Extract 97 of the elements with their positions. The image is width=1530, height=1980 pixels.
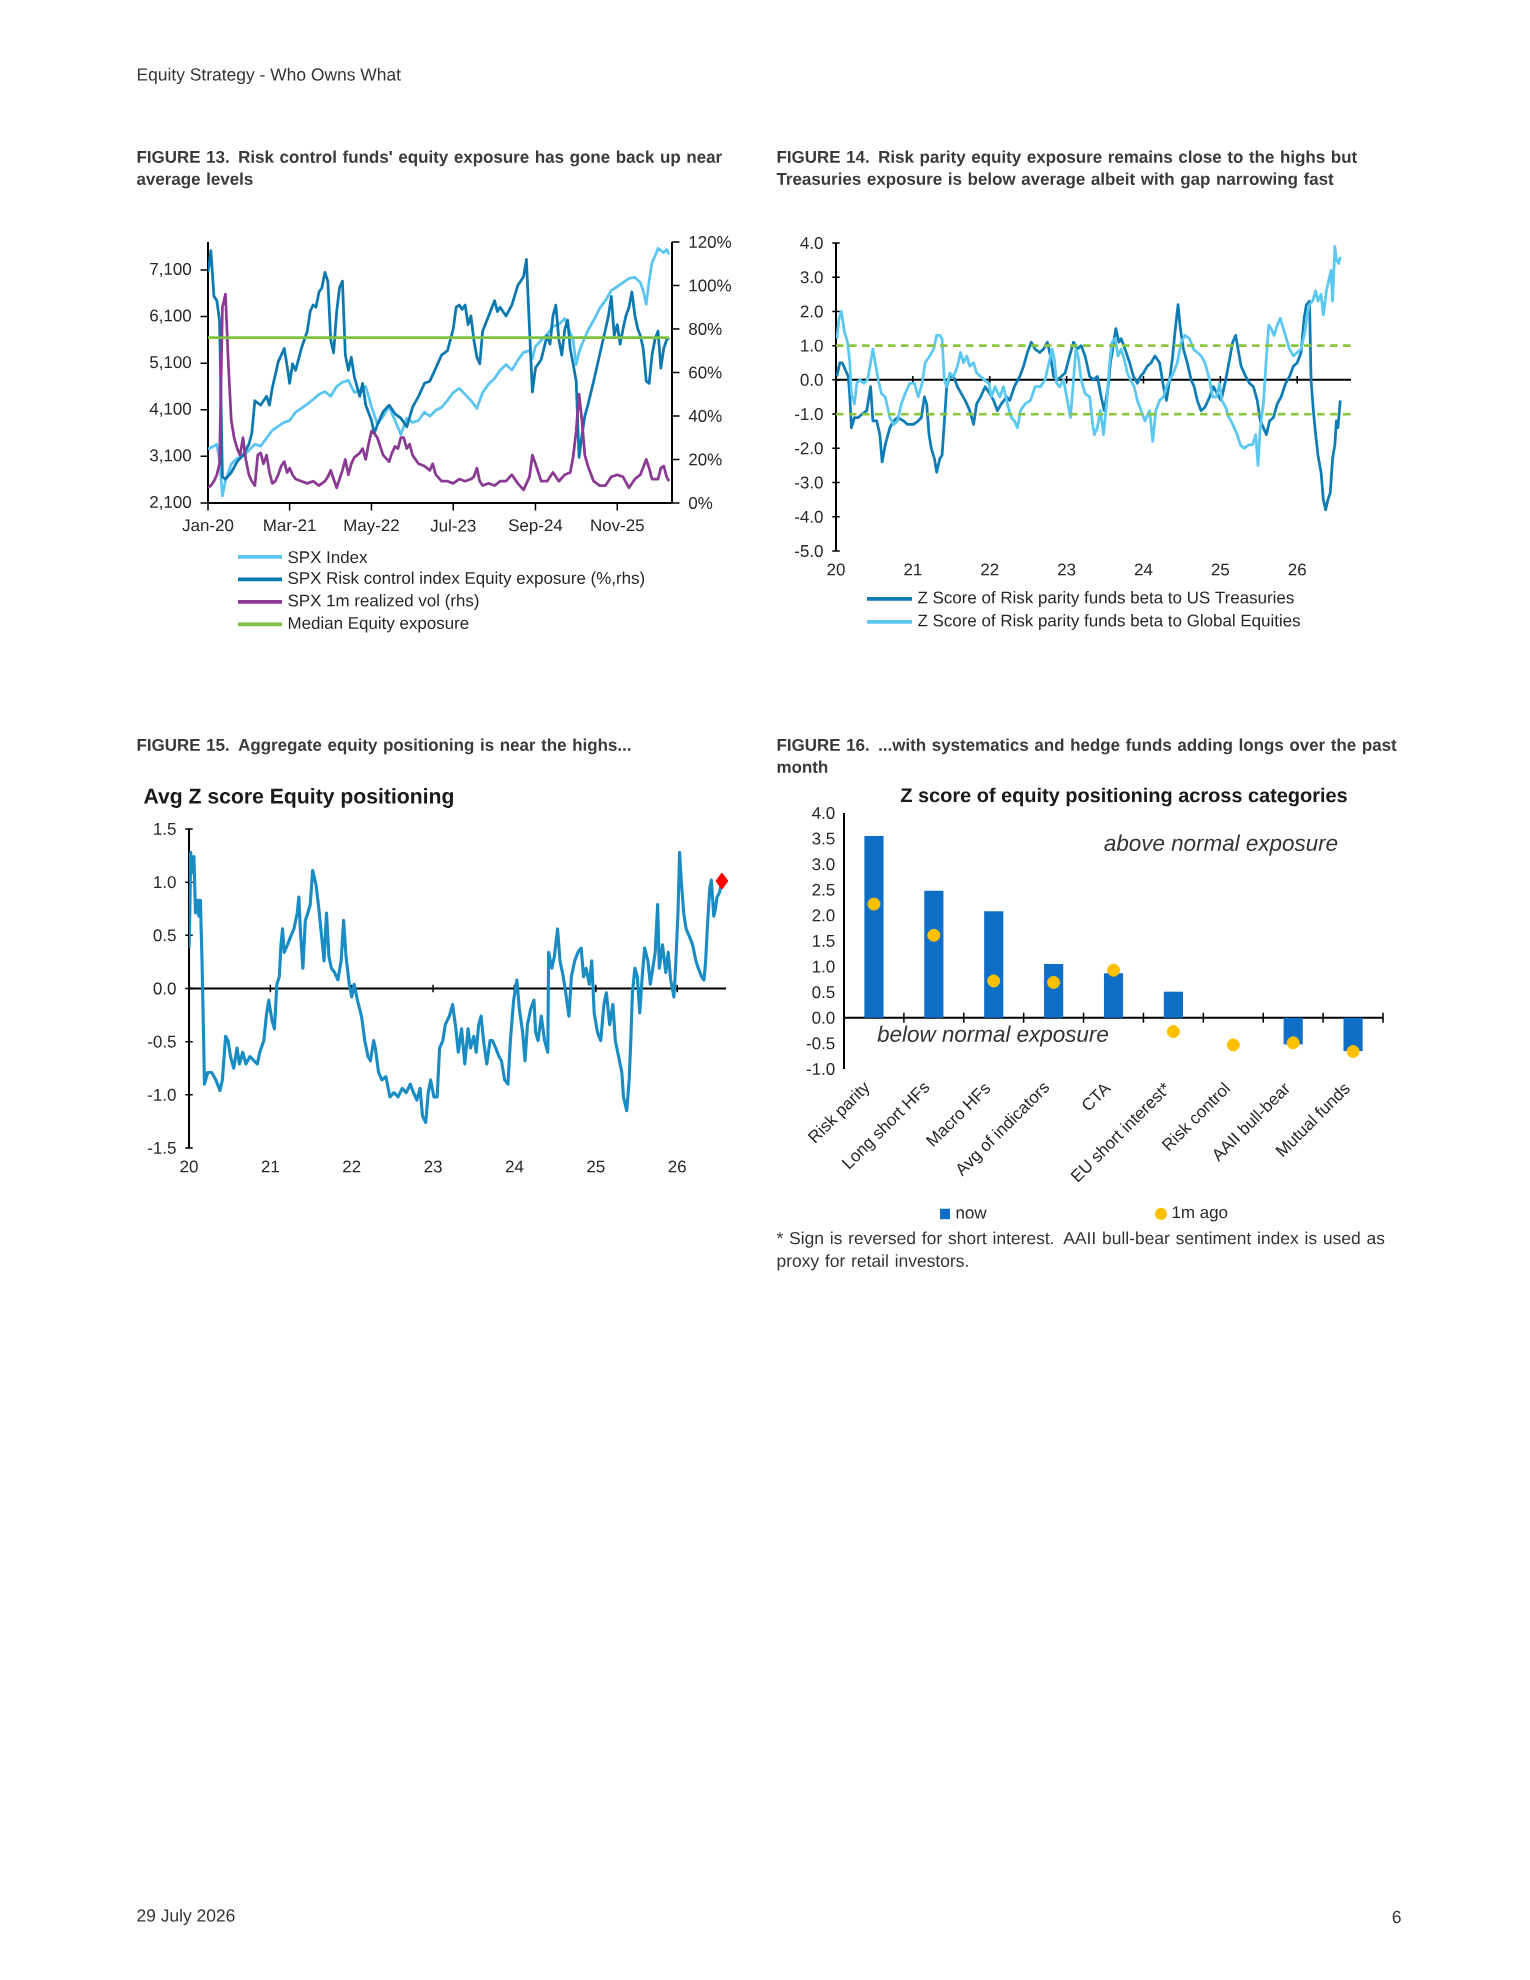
y-tick-label: -2.0 xyxy=(795,442,823,455)
x-tick-label: 21 xyxy=(261,1160,279,1173)
x-tick-label: Jul-23 xyxy=(430,519,476,532)
y-tick-label: -0.5 xyxy=(806,1037,835,1050)
x-tick-label: 26 xyxy=(1288,563,1306,576)
bar xyxy=(864,836,884,1018)
x-tick-label: Mar-21 xyxy=(264,519,316,532)
chart-subtitle: Z score of equity positioning across categories xyxy=(900,787,1347,807)
point xyxy=(1047,975,1061,989)
y2-tick-label: 0% xyxy=(688,496,713,509)
legend-label: now xyxy=(956,1209,987,1219)
y2-tick-label: 40% xyxy=(688,409,722,422)
y-tick-label: 1.5 xyxy=(812,935,835,947)
text: 6 xyxy=(1392,1910,1401,1924)
point xyxy=(1107,963,1121,977)
bar xyxy=(984,911,1004,1018)
x-tick-label: 25 xyxy=(587,1160,605,1173)
y-tick-label: -5.0 xyxy=(795,544,823,557)
y-tick-label: -1.0 xyxy=(806,1062,835,1075)
y2-tick-label: 100% xyxy=(689,279,732,292)
y-tick-label: -0.5 xyxy=(148,1035,176,1048)
point xyxy=(1166,1025,1180,1039)
text: Equity Strategy - Who Owns What xyxy=(137,67,401,85)
x-tick-label: 24 xyxy=(1134,563,1153,576)
y2-tick-label: 60% xyxy=(689,366,722,379)
legend-label: Z Score of Risk parity funds beta to Global Equities xyxy=(918,614,1300,630)
point xyxy=(987,974,1001,988)
y-tick-label: -3.0 xyxy=(795,476,823,489)
point xyxy=(1346,1045,1360,1059)
y-tick-label: 6,100 xyxy=(150,309,192,324)
legend-label: Z Score of Risk parity funds beta to US Treasuries xyxy=(918,591,1294,607)
annotation: above normal exposure xyxy=(1104,834,1338,856)
y-tick-label: 4.0 xyxy=(812,806,835,819)
annotation: below normal exposure xyxy=(877,1025,1108,1047)
y-tick-label: 0.0 xyxy=(153,982,176,995)
x-tick-label: CTA xyxy=(1082,1084,1112,1110)
point xyxy=(867,897,881,911)
y-tick-label: 1.0 xyxy=(812,960,835,973)
y-tick-label: 7,100 xyxy=(150,262,192,277)
y-tick-label: 4,100 xyxy=(149,402,192,417)
bar xyxy=(1103,973,1124,1018)
x-tick-label: 23 xyxy=(1058,563,1076,576)
x-tick-label: 24 xyxy=(505,1160,524,1173)
x-tick-label: 22 xyxy=(981,563,999,576)
y-tick-label: 2.0 xyxy=(812,909,835,922)
bar xyxy=(1163,991,1183,1018)
y-tick-label: -1.5 xyxy=(148,1142,176,1154)
bar xyxy=(924,890,944,1018)
text: 29 July 2026 xyxy=(137,1908,235,1926)
point xyxy=(927,928,941,942)
y-tick-label: 3.5 xyxy=(812,832,835,845)
chart-title: FIGURE 13. Risk control funds' equity exposure has gone back up near average levels xyxy=(137,150,722,189)
bar xyxy=(1343,1017,1363,1052)
y-tick-label: 2.0 xyxy=(800,305,823,318)
y2-tick-label: 120% xyxy=(689,235,732,248)
text: * Sign is reversed for short interest. AAII bull-bear sentiment index is used as proxy for retail investors. xyxy=(776,1231,1385,1271)
y-tick-label: 0.5 xyxy=(812,986,835,999)
y2-tick-label: 20% xyxy=(689,453,722,466)
y-tick-label: -1.0 xyxy=(795,408,823,421)
x-tick-label: 26 xyxy=(668,1160,686,1173)
legend-label: SPX Risk control index Equity exposure (%,rhs) xyxy=(288,571,645,588)
x-tick-label: Nov-25 xyxy=(591,519,644,532)
x-tick-label: 25 xyxy=(1211,563,1230,576)
y-tick-label: 0.0 xyxy=(800,373,823,386)
x-tick-label: 20 xyxy=(180,1160,198,1173)
y-tick-label: -4.0 xyxy=(795,510,823,523)
y-tick-label: 0.0 xyxy=(812,1011,835,1024)
y-tick-label: 3,100 xyxy=(149,449,192,464)
y-tick-label: 1.0 xyxy=(801,339,823,352)
y-tick-label: 3.0 xyxy=(812,858,835,871)
y-tick-label: 3.0 xyxy=(800,271,823,284)
y2-tick-label: 80% xyxy=(689,322,722,335)
chart-subtitle: Avg Z score Equity positioning xyxy=(144,788,454,808)
chart-title: FIGURE 15. Aggregate equity positioning is near the highs... xyxy=(137,738,631,755)
x-tick-label: May-22 xyxy=(344,519,399,535)
x-tick-label: 23 xyxy=(424,1160,442,1173)
y-tick-label: 5,100 xyxy=(149,356,192,371)
legend-label: SPX Index xyxy=(288,550,368,564)
point xyxy=(1286,1036,1300,1050)
chart-title: FIGURE 14. Risk parity equity exposure remains close to the highs but Treasuries exposure is below average albeit with gap narrowing fast xyxy=(776,150,1357,189)
y-tick-label: 1.5 xyxy=(154,823,176,835)
legend-label: 1m ago xyxy=(1172,1206,1228,1222)
y-tick-label: 2,100 xyxy=(150,495,192,510)
y-tick-label: 0.5 xyxy=(153,929,176,942)
x-tick-label: 20 xyxy=(827,563,845,576)
legend-label: SPX 1m realized vol (rhs) xyxy=(288,594,479,610)
x-tick-label: 21 xyxy=(904,563,922,576)
x-tick-label: 22 xyxy=(343,1160,361,1173)
x-tick-label: Sep-24 xyxy=(508,519,563,535)
y-tick-label: -1.0 xyxy=(148,1088,176,1101)
point xyxy=(1226,1038,1240,1052)
y-tick-label: 1.0 xyxy=(154,876,176,889)
y-tick-label: 2.5 xyxy=(812,883,835,896)
legend-label: Median Equity exposure xyxy=(288,616,469,633)
x-tick-label: Jan-20 xyxy=(182,519,234,532)
y-tick-label: 4.0 xyxy=(800,236,823,249)
chart-title: FIGURE 16. ...with systematics and hedge funds adding longs over the past month xyxy=(777,738,1397,773)
